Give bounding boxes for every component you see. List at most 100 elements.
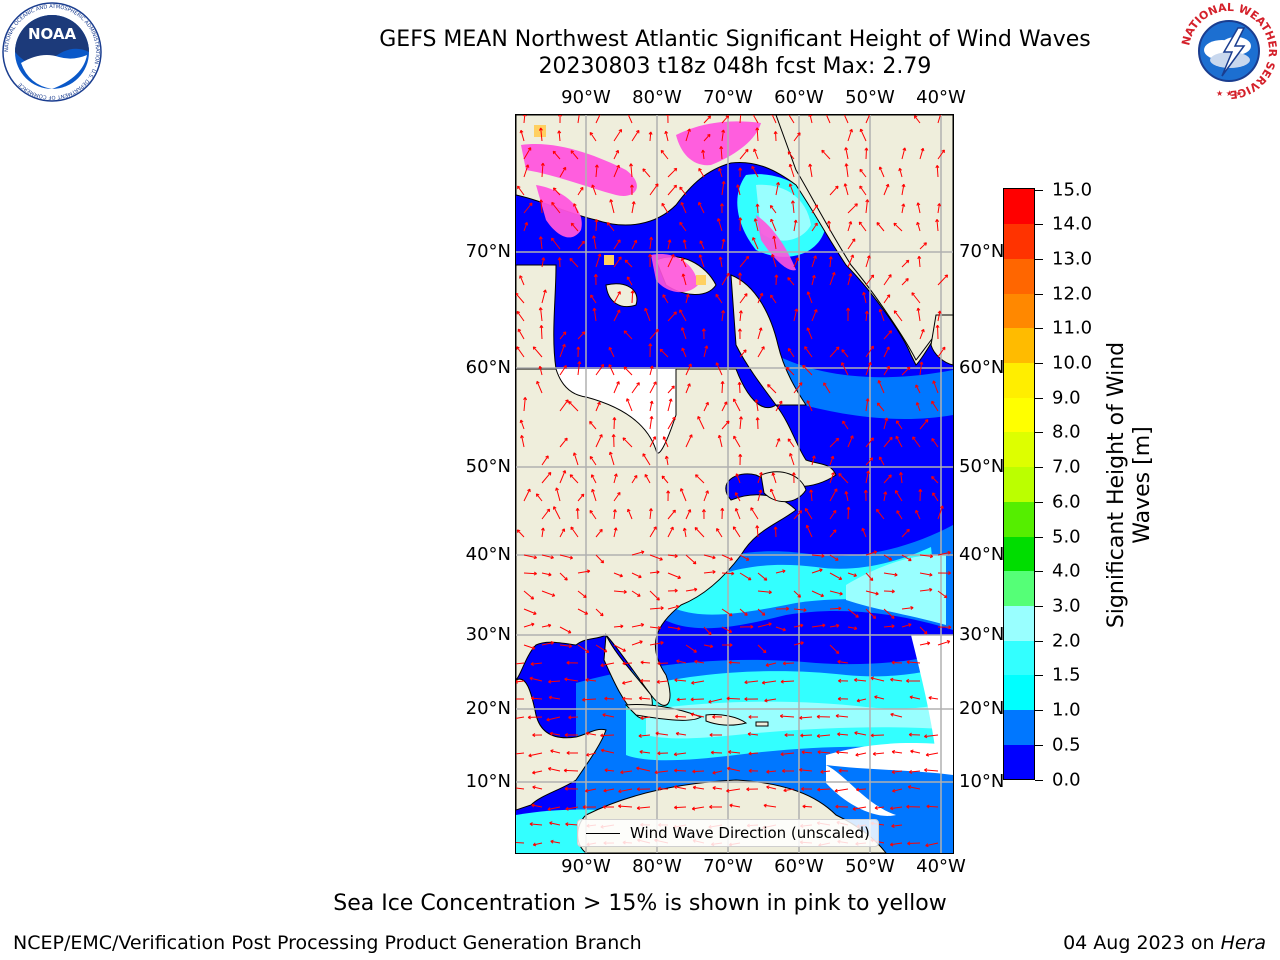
colorbar-tick-mark [1035, 224, 1043, 226]
wave-direction-arrow [541, 257, 546, 268]
wave-direction-arrow [923, 734, 939, 739]
wave-direction-arrow [770, 294, 777, 304]
wave-direction-arrow [739, 624, 754, 629]
wave-direction-arrow [726, 788, 741, 793]
wave-direction-arrow [842, 115, 849, 124]
wave-direction-arrow [829, 606, 842, 611]
wave-direction-arrow [623, 330, 633, 340]
wave-direction-arrow [516, 310, 525, 322]
wave-direction-arrow [566, 660, 579, 665]
wave-direction-arrow [519, 419, 525, 430]
wave-direction-arrow [516, 786, 525, 790]
wave-direction-arrow [523, 488, 531, 502]
wave-direction-arrow [660, 149, 669, 160]
wave-direction-arrow [872, 751, 885, 756]
tick-label-top: 40°W [916, 87, 966, 108]
wave-direction-arrow [883, 417, 889, 430]
wave-direction-arrow [631, 550, 645, 556]
wave-direction-arrow [757, 489, 763, 502]
wave-direction-arrow [649, 590, 660, 601]
wave-direction-arrow [925, 842, 939, 848]
wave-direction-arrow [786, 115, 795, 124]
colorbar-tick-mark [1035, 467, 1043, 469]
wave-direction-arrow [836, 750, 849, 755]
wave-direction-arrow [878, 166, 885, 178]
wave-direction-arrow [520, 435, 525, 448]
tick-label-bottom: 90°W [561, 856, 611, 877]
wave-direction-arrow [783, 788, 795, 793]
wave-direction-arrow [626, 398, 633, 412]
wave-direction-arrow [577, 361, 582, 376]
wave-direction-arrow [523, 571, 537, 576]
wave-direction-arrow [919, 554, 934, 559]
wave-direction-arrow [685, 644, 697, 653]
wave-direction-arrow [829, 472, 835, 484]
wave-direction-arrow [843, 183, 849, 196]
wave-direction-arrow [516, 842, 525, 844]
wave-direction-arrow [753, 148, 759, 160]
wave-direction-arrow [649, 415, 654, 430]
wave-direction-arrow [838, 473, 849, 484]
wave-direction-arrow [811, 553, 825, 558]
chart-subtitle: 20230803 t18z 048h fcst Max: 2.79 [538, 54, 932, 79]
wave-direction-arrow [937, 505, 944, 520]
wave-direction-arrow [550, 749, 561, 754]
wave-direction-arrow [655, 731, 669, 736]
wave-direction-arrow [673, 752, 687, 757]
colorbar-tick-label: 0.0 [1052, 769, 1081, 790]
wave-direction-arrow [679, 221, 687, 232]
wave-direction-arrow [838, 678, 849, 683]
wave-direction-arrow [690, 712, 705, 718]
wave-direction-arrow [589, 131, 597, 142]
wave-direction-arrow [931, 400, 939, 412]
wave-direction-arrow [865, 437, 874, 448]
colorbar-segment [1004, 640, 1034, 676]
wave-direction-arrow [937, 571, 952, 576]
wave-direction-arrow [770, 218, 777, 232]
wave-direction-arrow [716, 528, 723, 538]
wave-direction-arrow [883, 346, 890, 358]
wave-direction-arrow [790, 200, 795, 214]
wave-direction-arrow [541, 471, 552, 484]
wave-direction-arrow [738, 167, 743, 178]
footer-date: 04 Aug 2023 on Hera [1063, 932, 1266, 954]
wave-direction-arrow [631, 239, 638, 250]
wave-direction-arrow [577, 590, 587, 598]
wave-direction-arrow [728, 750, 741, 754]
wave-direction-arrow [841, 349, 849, 358]
wave-direction-arrow [908, 769, 921, 774]
wave-direction-arrow [787, 347, 795, 358]
svg-text:★ ★ ★: ★ ★ ★ [1216, 89, 1243, 98]
wave-direction-arrow [570, 526, 579, 538]
wave-direction-arrow [690, 697, 705, 702]
colorbar-tick-label: 2.0 [1052, 630, 1081, 652]
wave-direction-arrow [829, 272, 836, 286]
wave-direction-arrow [595, 608, 604, 617]
wave-direction-arrow [726, 696, 741, 701]
wave-direction-arrow [721, 626, 733, 633]
wave-direction-arrow [522, 115, 527, 124]
wave-direction-arrow [685, 434, 693, 448]
wave-direction-arrow [915, 402, 921, 412]
wave-direction-arrow [667, 554, 678, 558]
wave-direction-arrow [553, 506, 561, 520]
wave-direction-arrow [604, 696, 615, 701]
wave-direction-arrow [738, 217, 743, 232]
wave-direction-arrow [744, 697, 759, 702]
wave-direction-arrow [591, 488, 597, 502]
wave-direction-arrow [859, 185, 867, 196]
wave-direction-arrow [931, 438, 939, 448]
wave-direction-arrow [896, 510, 903, 520]
wave-direction-arrow [691, 806, 705, 811]
wave-direction-arrow [721, 571, 735, 576]
wave-direction-arrow [559, 470, 567, 484]
wave-direction-arrow [773, 526, 778, 538]
colorbar-tick-mark [1035, 571, 1043, 573]
wave-direction-arrow [883, 294, 891, 304]
wave-direction-arrow [829, 346, 840, 358]
wave-direction-arrow [919, 328, 925, 340]
wave-direction-arrow [735, 473, 741, 484]
wave-direction-arrow [565, 806, 579, 811]
wave-direction-arrow [757, 292, 764, 304]
wave-direction-arrow [865, 361, 872, 376]
